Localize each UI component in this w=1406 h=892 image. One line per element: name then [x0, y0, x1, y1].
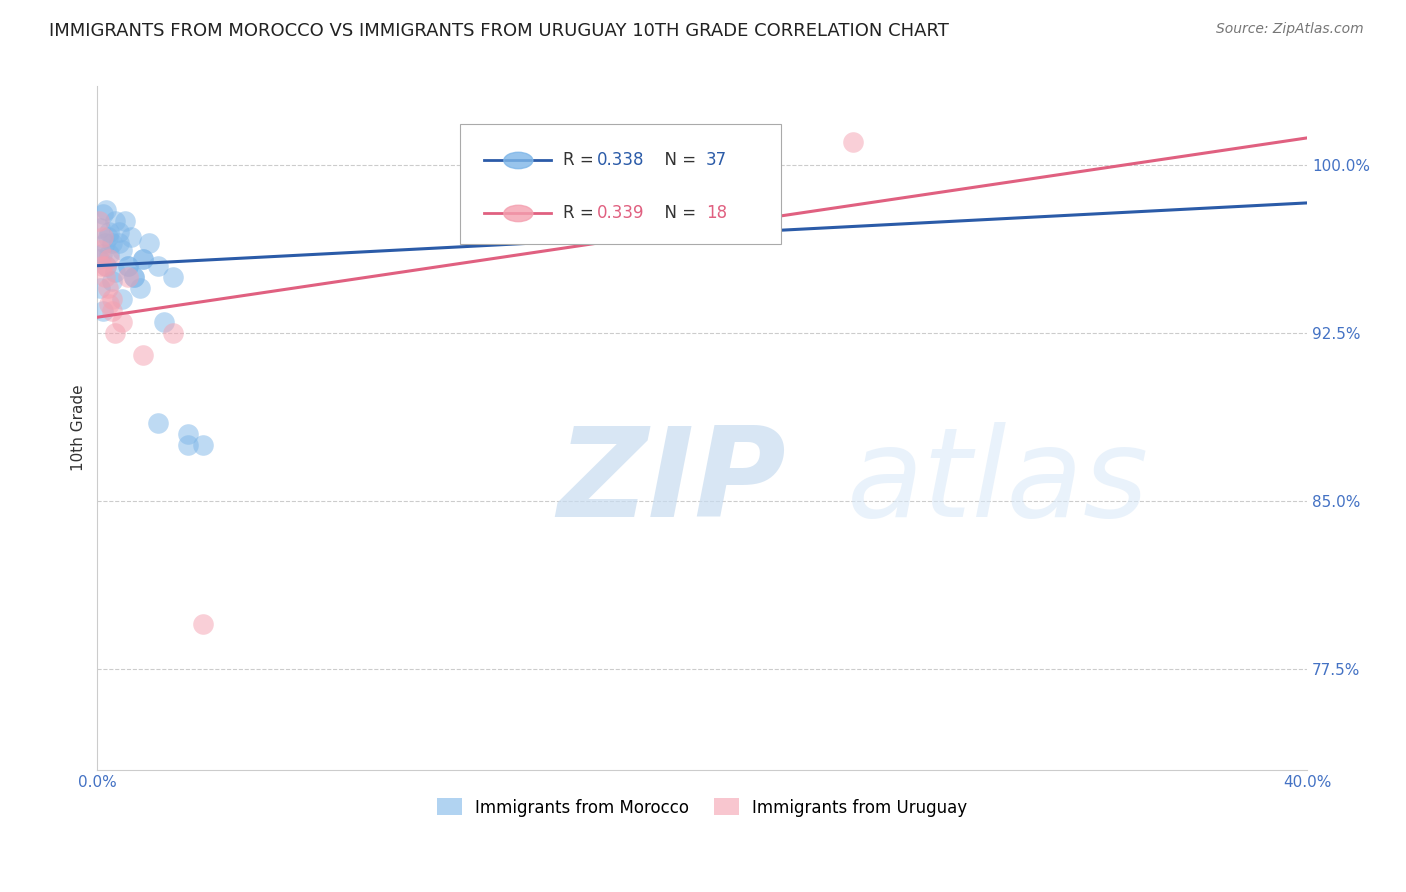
- Point: [104, 265, 127, 279]
- Point: [110, 315, 132, 329]
- Text: ZIP: ZIP: [557, 423, 786, 543]
- Point: [177, 426, 200, 441]
- Text: IMMIGRANTS FROM MOROCCO VS IMMIGRANTS FROM URUGUAY 10TH GRADE CORRELATION CHART: IMMIGRANTS FROM MOROCCO VS IMMIGRANTS FR…: [49, 22, 949, 40]
- Point: [101, 303, 124, 318]
- Point: [122, 269, 145, 284]
- Point: [93, 229, 115, 244]
- Point: [93, 207, 115, 221]
- Point: [96, 259, 118, 273]
- Point: [117, 259, 139, 273]
- Point: [107, 236, 129, 251]
- FancyBboxPatch shape: [460, 124, 780, 244]
- Point: [146, 259, 169, 273]
- Point: [89, 281, 111, 295]
- Point: [162, 269, 184, 284]
- Point: [90, 259, 112, 273]
- Y-axis label: 10th Grade: 10th Grade: [72, 384, 86, 472]
- Point: [128, 281, 150, 295]
- Point: [89, 243, 111, 257]
- Point: [117, 259, 139, 273]
- Point: [98, 247, 121, 261]
- Point: [146, 416, 169, 430]
- Point: [114, 214, 136, 228]
- Point: [104, 214, 127, 228]
- Point: [97, 281, 120, 295]
- Point: [104, 326, 127, 340]
- Point: [98, 297, 121, 311]
- Point: [153, 315, 176, 329]
- Point: [110, 243, 132, 257]
- Point: [96, 259, 118, 273]
- Point: [132, 252, 155, 266]
- Legend: Immigrants from Morocco, Immigrants from Uruguay: Immigrants from Morocco, Immigrants from…: [430, 792, 974, 823]
- Point: [138, 236, 160, 251]
- Text: R =: R =: [562, 204, 599, 222]
- Point: [193, 617, 215, 632]
- Point: [177, 438, 200, 452]
- Point: [97, 229, 120, 244]
- Text: N =: N =: [654, 152, 702, 169]
- Text: 0.338: 0.338: [598, 152, 644, 169]
- Text: R =: R =: [562, 152, 599, 169]
- Point: [98, 225, 121, 239]
- Point: [120, 229, 142, 244]
- Point: [193, 438, 215, 452]
- Point: [93, 303, 115, 318]
- Point: [122, 269, 145, 284]
- Point: [132, 348, 155, 362]
- Point: [107, 225, 129, 239]
- Point: [101, 293, 124, 307]
- Point: [842, 136, 865, 150]
- Point: [94, 236, 117, 251]
- Circle shape: [503, 205, 533, 221]
- Text: N =: N =: [654, 204, 702, 222]
- Text: Source: ZipAtlas.com: Source: ZipAtlas.com: [1216, 22, 1364, 37]
- Circle shape: [503, 153, 533, 169]
- Point: [162, 326, 184, 340]
- Text: 0.339: 0.339: [598, 204, 644, 222]
- Point: [89, 220, 111, 235]
- Point: [117, 269, 139, 284]
- Text: 37: 37: [706, 152, 727, 169]
- Point: [132, 252, 155, 266]
- Point: [87, 214, 110, 228]
- Text: atlas: atlas: [848, 423, 1150, 543]
- Point: [101, 236, 124, 251]
- Point: [96, 202, 118, 217]
- Point: [110, 293, 132, 307]
- Point: [94, 269, 117, 284]
- Point: [87, 252, 110, 266]
- Text: 18: 18: [706, 204, 727, 222]
- Point: [101, 274, 124, 288]
- Point: [90, 247, 112, 261]
- Point: [98, 252, 121, 266]
